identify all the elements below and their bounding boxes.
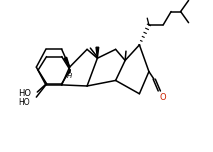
Polygon shape xyxy=(96,47,99,58)
Text: HO: HO xyxy=(18,89,31,98)
Text: H: H xyxy=(66,73,72,79)
Text: HO: HO xyxy=(18,98,30,107)
Text: O: O xyxy=(159,93,166,102)
Polygon shape xyxy=(64,57,70,67)
